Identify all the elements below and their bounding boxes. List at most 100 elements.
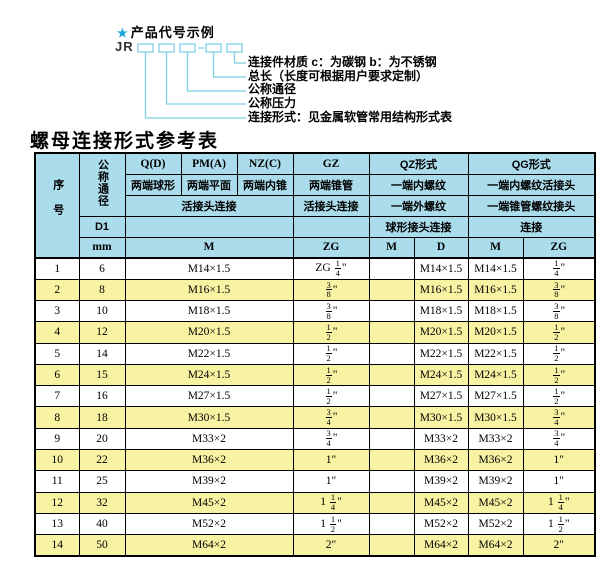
product-code-prefix: JR [115,39,134,54]
product-code-connector-diagram [137,43,246,119]
cell-qz-m [368,342,415,365]
cell-qz-m [368,470,415,493]
cell-qg-m: M18×1.5 [467,300,524,323]
table-header: 序号 公称通径 Q(D) PM(A) NZ(C) GZ QZ形式 QG形式 两端… [34,152,596,259]
callout-diameter: 公称通径 [248,82,297,97]
cell-qg-m: M30×1.5 [467,406,524,429]
cell-dn: 40 [78,512,126,536]
cell-qz-d: M18×1.5 [413,300,469,323]
cell-dn: 14 [78,342,126,365]
cell-qz-d: M52×2 [413,512,469,536]
cell-m: M45×2 [124,491,294,514]
code-box-3 [179,43,196,53]
cell-m: M36×2 [124,449,294,472]
header-ball-joint-connect: 球形接头连接 [368,215,469,238]
cell-qz-m [368,363,415,387]
cell-dn: 50 [78,534,126,557]
cell-qg-m: M36×2 [467,449,524,472]
callout-labels: 连接件材质 c：为碳钢 b：为不锈钢 总长（长度可根据用户要求定制） 公称通径 … [248,55,452,124]
cell-dn: 8 [78,278,126,302]
header-unit-m3: M [467,236,524,259]
cell-qz-d: M30×1.5 [413,406,469,429]
cell-gz: 3 8 " [292,278,370,302]
cell-seq: 6 [34,363,80,387]
cell-qg-m: M24×1.5 [467,363,524,387]
callout-pressure: 公称压力 [248,96,297,111]
cell-qg-m: M22×1.5 [467,342,524,365]
cell-qg-zg: 1 2 " [522,385,596,408]
header-type-qz: QZ形式 [368,152,469,175]
header-unit-mm: mm [78,236,126,259]
cell-qg-zg: 1" [522,470,596,493]
cell-dn: 25 [78,470,126,493]
cell-seq: 9 [34,427,80,451]
cell-qz-d: M24×1.5 [413,363,469,387]
header-ends-taper: 两端锥管 [292,173,370,196]
cell-seq: 12 [34,491,80,514]
table-row: 1 6 M14×1.5 ZG 1 4 " M14×1.5 M14×1.5 1 4 " [34,257,596,280]
table-row: 14 50 M64×2 2" M64×2 M64×2 2" [34,534,596,557]
cell-qz-m [368,512,415,536]
cell-qz-d: M22×1.5 [413,342,469,365]
table-row: 6 15 M24×1.5 1 2 " M24×1.5 M24×1.5 1 2 " [34,363,596,387]
header-seq: 序号 [34,152,80,259]
cell-seq: 13 [34,512,80,536]
cell-qz-d: M45×2 [413,491,469,514]
cell-qg-zg: 3 8 " [522,300,596,323]
header-ends-cone: 两端内锥 [236,173,294,196]
cell-seq: 8 [34,406,80,429]
cell-gz: 1 2 " [292,321,370,344]
cell-dn: 22 [78,449,126,472]
table-row: 7 16 M27×1.5 1 2 " M27×1.5 M27×1.5 1 2 " [34,385,596,408]
table-row: 8 18 M30×1.5 3 4 " M30×1.5 M30×1.5 3 4 " [34,406,596,429]
header-empty-1 [124,215,294,238]
header-type-qd: Q(D) [124,152,182,175]
cell-qg-zg: 1 2 " [522,363,596,387]
cell-qg-m: M39×2 [467,470,524,493]
cell-qg-m: M16×1.5 [467,278,524,302]
cell-gz: 1 2 " [292,385,370,408]
code-box-4 [205,43,222,53]
cell-m: M30×1.5 [124,406,294,429]
cell-qz-d: M27×1.5 [413,385,469,408]
cell-seq: 7 [34,385,80,408]
cell-qg-zg: 1 1 4 " [522,491,596,514]
cell-qz-m [368,427,415,451]
cell-qz-d: M33×2 [413,427,469,451]
cell-qz-m [368,300,415,323]
cell-dn: 15 [78,363,126,387]
cell-qg-zg: 3 8 " [522,278,596,302]
cell-qz-d: M20×1.5 [413,321,469,344]
cell-seq: 1 [34,257,80,280]
nut-connection-table: 序号 公称通径 Q(D) PM(A) NZ(C) GZ QZ形式 QG形式 两端… [34,152,596,557]
header-row-d1: D1 球形接头连接 连接 [35,215,596,238]
cell-qz-d: M64×2 [413,534,469,557]
header-union-connect-2: 活接头连接 [292,194,370,217]
cell-dn: 10 [78,300,126,323]
cell-seq: 3 [34,300,80,323]
cell-qz-d: M36×2 [413,449,469,472]
callout-line-material [233,52,246,64]
header-unit-m2: M [368,236,415,259]
header-unit-zg1: ZG [292,236,370,259]
cell-gz: 3 4 " [292,427,370,451]
cell-seq: 4 [34,321,80,344]
cell-dn: 32 [78,491,126,514]
cell-qg-m: M45×2 [467,491,524,514]
header-row-connection: 活接头连接 活接头连接 一端外螺纹 一端锥管螺纹接头 [35,194,596,217]
cell-m: M64×2 [124,534,294,557]
header-unit-m1: M [124,236,294,259]
cell-gz: 1" [292,470,370,493]
cell-qz-m [368,321,415,344]
cell-m: M39×2 [124,470,294,493]
cell-m: M16×1.5 [124,278,294,302]
header-taper-thread-joint: 一端锥管螺纹接头 [467,194,596,217]
cell-qz-m [368,385,415,408]
cell-gz: 1 2 " [292,363,370,387]
cell-qz-d: M39×2 [413,470,469,493]
header-row-ends: 两端球形 两端平面 两端内锥 两端锥管 一端内螺纹 一端内螺纹活接头 [35,173,596,196]
table-row: 13 40 M52×2 1 1 2 " M52×2 M52×2 1 1 2 " [34,512,596,536]
header-connect: 连接 [467,215,596,238]
header-ends-ball: 两端球形 [124,173,182,196]
header-type-qg: QG形式 [467,152,596,175]
